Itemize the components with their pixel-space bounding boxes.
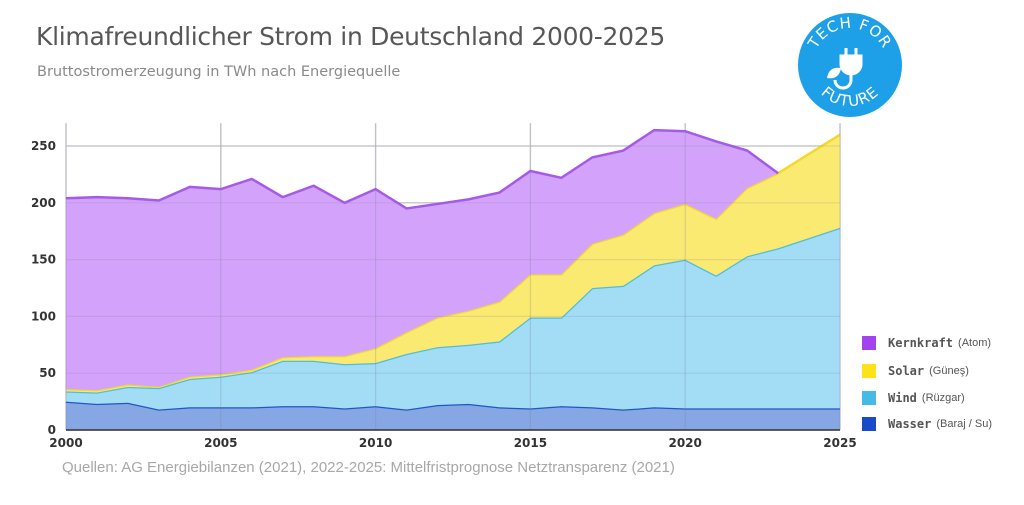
legend-note: (Baraj / Su): [936, 418, 992, 430]
plug-icon: [833, 48, 863, 90]
y-tick-label: 100: [31, 309, 56, 323]
legend-label: Wind: [888, 391, 917, 405]
areas: [65, 123, 841, 431]
x-tick-label: 2005: [204, 436, 237, 450]
legend-swatch: [862, 391, 876, 405]
area-kernkraft: [66, 130, 779, 391]
line-kernkraft: [65, 128, 779, 210]
area-wind: [66, 227, 840, 410]
source-note: Quellen: AG Energiebilanzen (2021), 2022…: [62, 459, 675, 476]
x-tick-label: 2025: [823, 436, 856, 450]
legend-swatch: [862, 336, 876, 350]
y-tick-label: 50: [39, 366, 56, 380]
area-solar: [66, 134, 840, 393]
chart-subtitle: Bruttostromerzeugung in TWh nach Energie…: [37, 64, 401, 80]
tech-for-future-logo: TECH FOR FUTURE: [798, 13, 902, 117]
y-tick-label: 150: [31, 253, 56, 267]
legend-swatch: [862, 417, 876, 431]
legend-item-solar: Solar (Güneş): [862, 364, 969, 378]
legend-label: Solar: [888, 364, 925, 378]
x-tick-label: 2010: [359, 436, 392, 450]
chart-title: Klimafreundlicher Strom in Deutschland 2…: [36, 22, 665, 51]
legend-swatch: [862, 364, 876, 378]
legend-label: Wasser: [888, 417, 932, 431]
legend-item-kernkraft: Kernkraft (Atom): [862, 336, 991, 350]
legend-label: Kernkraft: [888, 336, 954, 350]
x-tick-label: 2000: [49, 436, 82, 450]
legend-item-wind: Wind (Rüzgar): [862, 391, 965, 405]
y-tick-label: 250: [31, 139, 56, 153]
axes: 0 50 100 150 200 250 2000 2005 2010 2015 2020 2025: [31, 139, 857, 450]
x-tick-label: 2020: [668, 436, 701, 450]
y-tick-label: 200: [31, 196, 56, 210]
leaf-icon: [827, 67, 841, 79]
y-tick-label: 0: [48, 423, 56, 437]
legend-note: (Güneş): [929, 365, 969, 377]
legend-note: (Rüzgar): [921, 392, 965, 404]
legend-note: (Atom): [958, 337, 992, 349]
x-tick-label: 2015: [514, 436, 547, 450]
legend-item-wasser: Wasser (Baraj / Su): [862, 417, 992, 431]
